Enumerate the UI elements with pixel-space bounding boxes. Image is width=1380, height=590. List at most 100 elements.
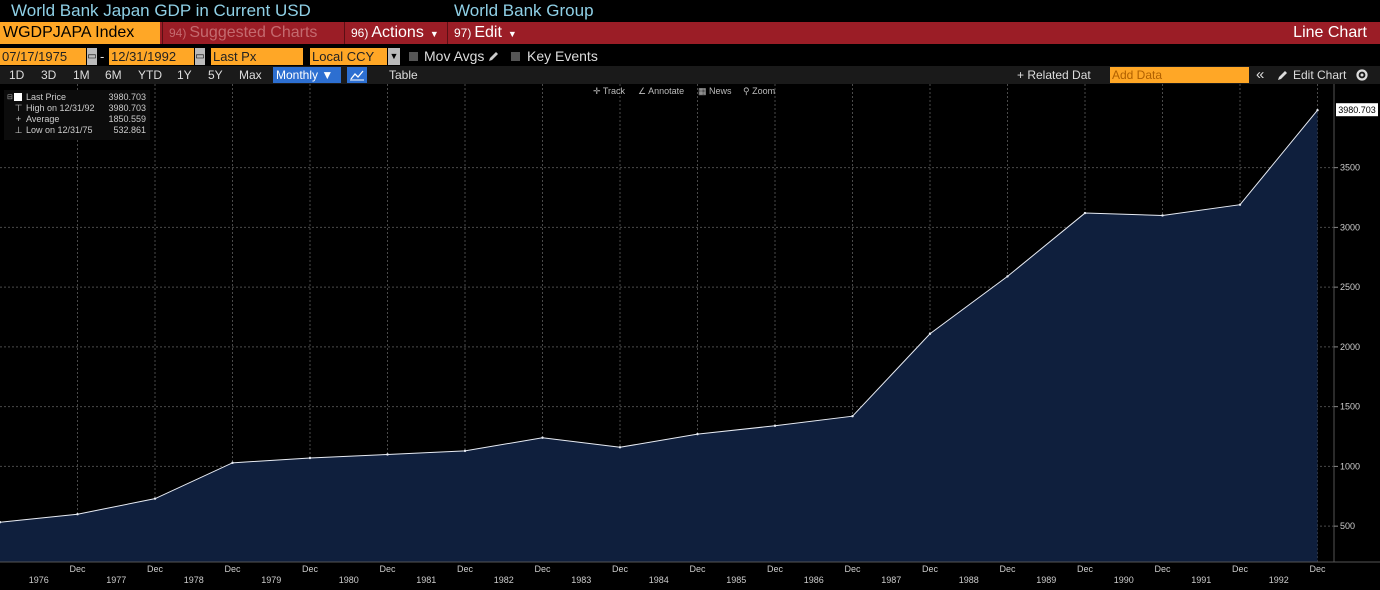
data-point — [1238, 203, 1242, 206]
last-value-marker: 3980.703 — [1336, 103, 1378, 117]
parameter-bar: 07/17/1975 ▭ - 12/31/1992 ▭ Last Px Loca… — [0, 46, 1380, 66]
legend-value: 3980.703 — [108, 92, 146, 102]
legend-label: Average — [26, 114, 60, 124]
data-point — [1316, 109, 1319, 112]
chart-style-button[interactable] — [347, 67, 367, 83]
x-tick-month-label: Dec — [1232, 564, 1249, 574]
x-tick-month-label: Dec — [69, 564, 86, 574]
chart-type-label[interactable]: Line Chart — [1293, 24, 1367, 41]
suggested-charts-label: Suggested Charts — [189, 24, 318, 41]
start-calendar-icon[interactable]: ▭ — [87, 48, 97, 65]
start-date-field[interactable]: 07/17/1975 — [0, 48, 86, 65]
zoom-button[interactable]: ⚲ Zoom — [743, 84, 775, 98]
range-1d[interactable]: 1D — [9, 68, 25, 82]
x-tick-month-label: Dec — [457, 564, 474, 574]
x-tick-year-label: 1982 — [494, 575, 514, 585]
y-tick-label: 2500 — [1340, 282, 1360, 292]
key-events-checkbox[interactable] — [511, 52, 520, 61]
legend-toggle-icon[interactable]: ⊟ — [7, 94, 13, 101]
key-events-label: Key Events — [527, 48, 598, 64]
x-tick-year-label: 1991 — [1191, 575, 1211, 585]
legend-row-low: ⊥ Low on 12/31/75 532.861 — [4, 125, 150, 136]
data-point — [1161, 214, 1164, 217]
price-field-select[interactable]: Last Px — [211, 48, 303, 65]
annotate-icon: ∠ — [638, 86, 647, 96]
range-max[interactable]: Max — [239, 68, 262, 82]
edit-label: Edit — [474, 24, 502, 41]
x-tick-year-label: 1984 — [649, 575, 669, 585]
x-axis-tick-labels: Dec Dec Dec Dec Dec Dec Dec Dec Dec Dec Dec Dec Dec D… — [29, 564, 1326, 585]
data-point — [928, 332, 932, 335]
y-tick-label: 3000 — [1340, 222, 1360, 232]
last-price-swatch-icon — [14, 93, 22, 101]
data-point — [618, 446, 622, 449]
date-separator: - — [100, 49, 105, 64]
x-tick-year-label: 1986 — [804, 575, 824, 585]
x-tick-year-label: 1977 — [106, 575, 126, 585]
range-1m[interactable]: 1M — [73, 68, 90, 82]
range-3d[interactable]: 3D — [41, 68, 57, 82]
data-point — [851, 415, 854, 418]
data-point — [153, 497, 157, 500]
gdp-series-line — [0, 109, 1318, 523]
zoom-icon: ⚲ — [743, 86, 750, 96]
annotate-button[interactable]: ∠ Annotate — [638, 84, 684, 98]
range-5y[interactable]: 5Y — [208, 68, 223, 82]
suggested-charts-button[interactable]: 94) Suggested Charts — [162, 22, 344, 44]
y-tick-label: 1500 — [1340, 402, 1360, 412]
settings-gear-icon[interactable] — [1355, 68, 1369, 82]
x-tick-year-label: 1985 — [726, 575, 746, 585]
add-data-input[interactable]: Add Data — [1110, 67, 1249, 83]
data-point — [76, 513, 79, 516]
related-data-button[interactable]: + Related Dat — [1017, 68, 1091, 82]
data-point — [541, 436, 544, 439]
x-tick-year-label: 1989 — [1036, 575, 1056, 585]
ticker-field[interactable]: WGDPJAPA Index — [0, 22, 160, 44]
range-6m[interactable]: 6M — [105, 68, 122, 82]
x-tick-year-label: 1983 — [571, 575, 591, 585]
x-tick-year-label: 1976 — [29, 575, 49, 585]
mov-avgs-checkbox[interactable] — [409, 52, 418, 61]
y-tick-label: 1000 — [1340, 461, 1360, 471]
chart-title: World Bank Japan GDP in Current USD — [11, 1, 311, 20]
pencil-icon[interactable] — [487, 50, 500, 63]
end-calendar-icon[interactable]: ▭ — [195, 48, 205, 65]
data-point — [1006, 275, 1009, 278]
track-button[interactable]: ✛ Track — [593, 84, 625, 98]
x-tick-year-label: 1990 — [1114, 575, 1134, 585]
legend-label: Last Price — [26, 92, 67, 102]
collapse-icon[interactable]: « — [1256, 66, 1265, 83]
y-tick-label: 3500 — [1340, 163, 1360, 173]
actions-button[interactable]: 96) Actions ▼ — [344, 22, 447, 44]
x-tick-month-label: Dec — [1077, 564, 1094, 574]
period-select[interactable]: Monthly ▼ — [273, 67, 341, 83]
news-button[interactable]: ▦ News — [698, 84, 732, 98]
legend-label: High on 12/31/92 — [26, 103, 95, 113]
table-button[interactable]: Table — [389, 68, 418, 82]
x-tick-year-label: 1992 — [1269, 575, 1289, 585]
edit-caret-icon: ▼ — [507, 29, 517, 39]
title-bar: World Bank Japan GDP in Current USD Worl… — [0, 0, 1380, 22]
data-point — [773, 424, 777, 427]
x-tick-month-label: Dec — [922, 564, 939, 574]
data-points — [0, 109, 1319, 524]
end-date-field[interactable]: 12/31/1992 — [109, 48, 194, 65]
edit-chart-button[interactable]: Edit Chart — [1293, 68, 1347, 82]
currency-dropdown-icon[interactable]: ▼ — [388, 48, 400, 65]
x-tick-year-label: 1987 — [881, 575, 901, 585]
range-1y[interactable]: 1Y — [177, 68, 192, 82]
edit-button[interactable]: 97) Edit ▼ — [447, 22, 525, 44]
legend-row-high: ⊤ High on 12/31/92 3980.703 — [4, 103, 150, 114]
x-tick-month-label: Dec — [379, 564, 396, 574]
range-ytd[interactable]: YTD — [138, 68, 162, 82]
suggested-charts-number: 94) — [169, 26, 187, 40]
zoom-label: Zoom — [752, 86, 776, 96]
x-tick-month-label: Dec — [999, 564, 1016, 574]
legend-value: 532.861 — [113, 125, 146, 135]
y-tick-label: 2000 — [1340, 342, 1360, 352]
currency-select[interactable]: Local CCY — [310, 48, 387, 65]
actions-number: 96) — [351, 26, 369, 40]
actions-caret-icon: ▼ — [429, 29, 439, 39]
last-value-label: 3980.703 — [1338, 105, 1376, 115]
